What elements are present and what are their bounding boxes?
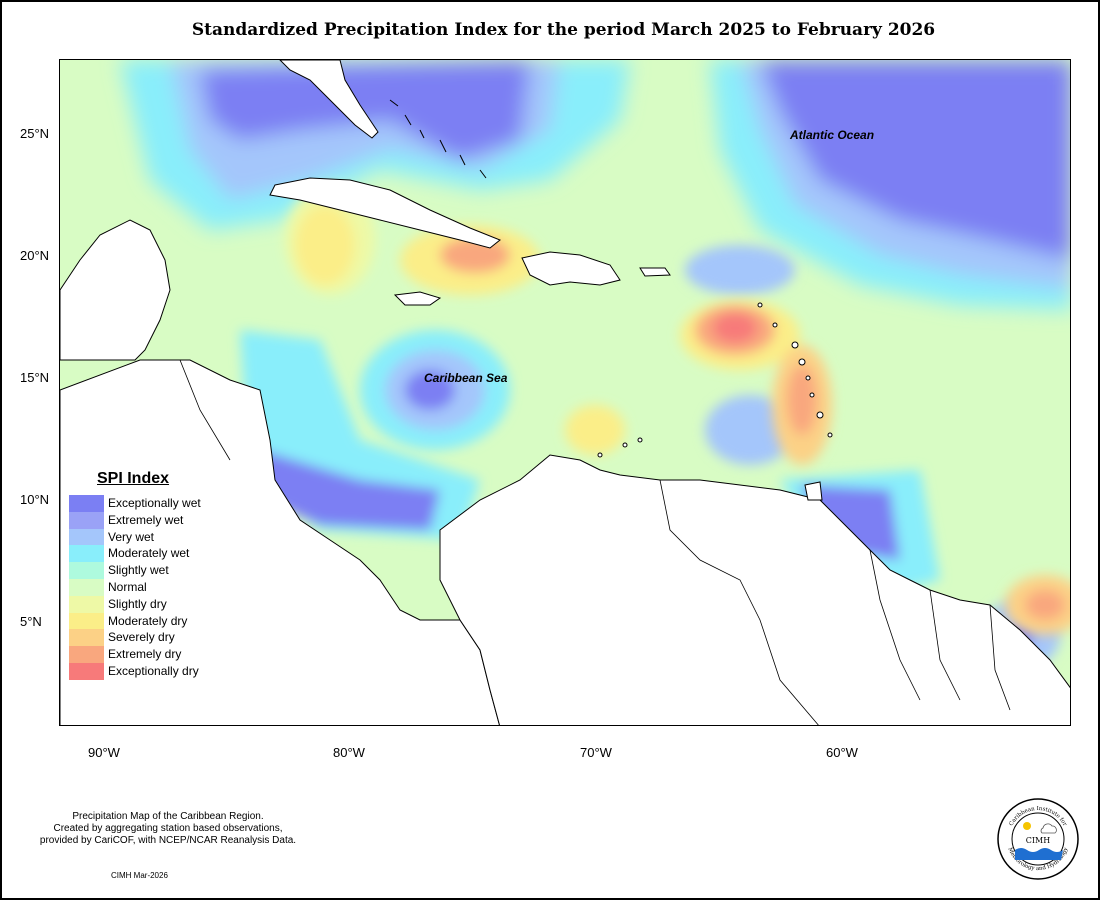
legend-label: Moderately dry — [108, 613, 188, 628]
spi-map-canvas — [60, 60, 1070, 725]
legend-label: Moderately wet — [108, 546, 190, 561]
land-puerto-rico — [639, 267, 671, 277]
map-title: Standardized Precipitation Index for the… — [191, 20, 936, 40]
land-cuba — [269, 177, 501, 249]
logo-center-text: CIMH — [1026, 836, 1050, 845]
legend-swatch — [69, 511, 104, 529]
legend-swatch — [69, 629, 104, 647]
legend-swatch — [69, 562, 104, 580]
land-trinidad — [804, 481, 823, 501]
legend-swatch — [69, 663, 104, 680]
x-tick-60w: 60°W — [826, 745, 858, 760]
spi-map — [59, 59, 1071, 726]
x-tick-90w: 90°W — [88, 745, 120, 760]
caribbean-sea-label: Caribbean Sea — [424, 371, 508, 385]
dry-anomaly-antilles — [565, 300, 1070, 675]
legend-item: Extremely wet — [69, 511, 269, 529]
sun-icon — [1023, 822, 1031, 830]
legend-swatch — [69, 646, 104, 664]
legend-label: Severely dry — [108, 630, 175, 645]
legend-item: Exceptionally dry — [69, 663, 269, 680]
cimh-logo-graphic: Caribbean Institute for Meteorology and … — [997, 798, 1079, 880]
legend-label: Normal — [108, 580, 147, 594]
credit-text: CIMH Mar-2026 — [111, 871, 168, 880]
y-tick-25n: 25°N — [20, 126, 50, 141]
legend-swatch — [69, 612, 104, 630]
y-tick-20n: 20°N — [20, 248, 50, 263]
legend-item: Slightly dry — [69, 595, 269, 613]
land-jamaica — [393, 291, 442, 306]
wet-anomaly-atlantic — [710, 60, 1070, 310]
legend-swatch — [69, 495, 104, 512]
y-tick-15n: 15°N — [20, 370, 50, 385]
waves-icon — [1015, 848, 1063, 860]
legend-label: Exceptionally dry — [108, 664, 199, 678]
land-south-america — [439, 454, 1070, 725]
legend-item: Very wet — [69, 528, 269, 546]
land-hispaniola — [521, 251, 621, 286]
legend-title: SPI Index — [97, 470, 170, 487]
legend-item: Moderately dry — [69, 612, 269, 630]
legend-label: Extremely wet — [108, 512, 184, 527]
legend-label: Extremely dry — [108, 647, 182, 662]
x-tick-70w: 70°W — [580, 745, 612, 760]
legend-item: Exceptionally wet — [69, 495, 269, 512]
wet-anomaly-caribbean — [360, 330, 510, 450]
footnote-line-3: provided by CariCOF, with NCEP/NCAR Rean… — [39, 835, 297, 846]
atlantic-ocean-label: Atlantic Ocean — [790, 128, 875, 142]
country-borders — [179, 359, 1011, 725]
legend-label: Slightly wet — [108, 563, 169, 578]
y-tick-5n: 5°N — [20, 614, 42, 629]
land-florida — [279, 60, 379, 139]
cimh-logo: Caribbean Institute for Meteorology and … — [997, 798, 1079, 880]
legend-item: Extremely dry — [69, 646, 269, 664]
legend-item: Moderately wet — [69, 545, 269, 563]
lesser-antilles-islets — [597, 302, 833, 458]
cloud-icon — [1040, 823, 1057, 834]
legend-swatch — [69, 528, 104, 546]
legend-label: Exceptionally wet — [108, 496, 201, 510]
legend-swatch — [69, 595, 104, 613]
legend-swatch — [69, 545, 104, 563]
legend-swatch — [69, 579, 104, 596]
legend-item: Severely dry — [69, 629, 269, 647]
footnote-line-2: Created by aggregating station based obs… — [53, 823, 283, 834]
legend-label: Slightly dry — [108, 596, 167, 611]
wet-anomaly-central-america — [240, 330, 480, 540]
land-masses — [60, 60, 1070, 725]
y-tick-10n: 10°N — [20, 492, 50, 507]
bahamas-islets — [389, 99, 487, 179]
footnote-line-1: Precipitation Map of the Caribbean Regio… — [72, 811, 264, 822]
legend-item: Normal — [69, 579, 269, 596]
legend-item: Slightly wet — [69, 562, 269, 580]
legend-label: Very wet — [108, 529, 155, 544]
x-tick-80w: 80°W — [333, 745, 365, 760]
